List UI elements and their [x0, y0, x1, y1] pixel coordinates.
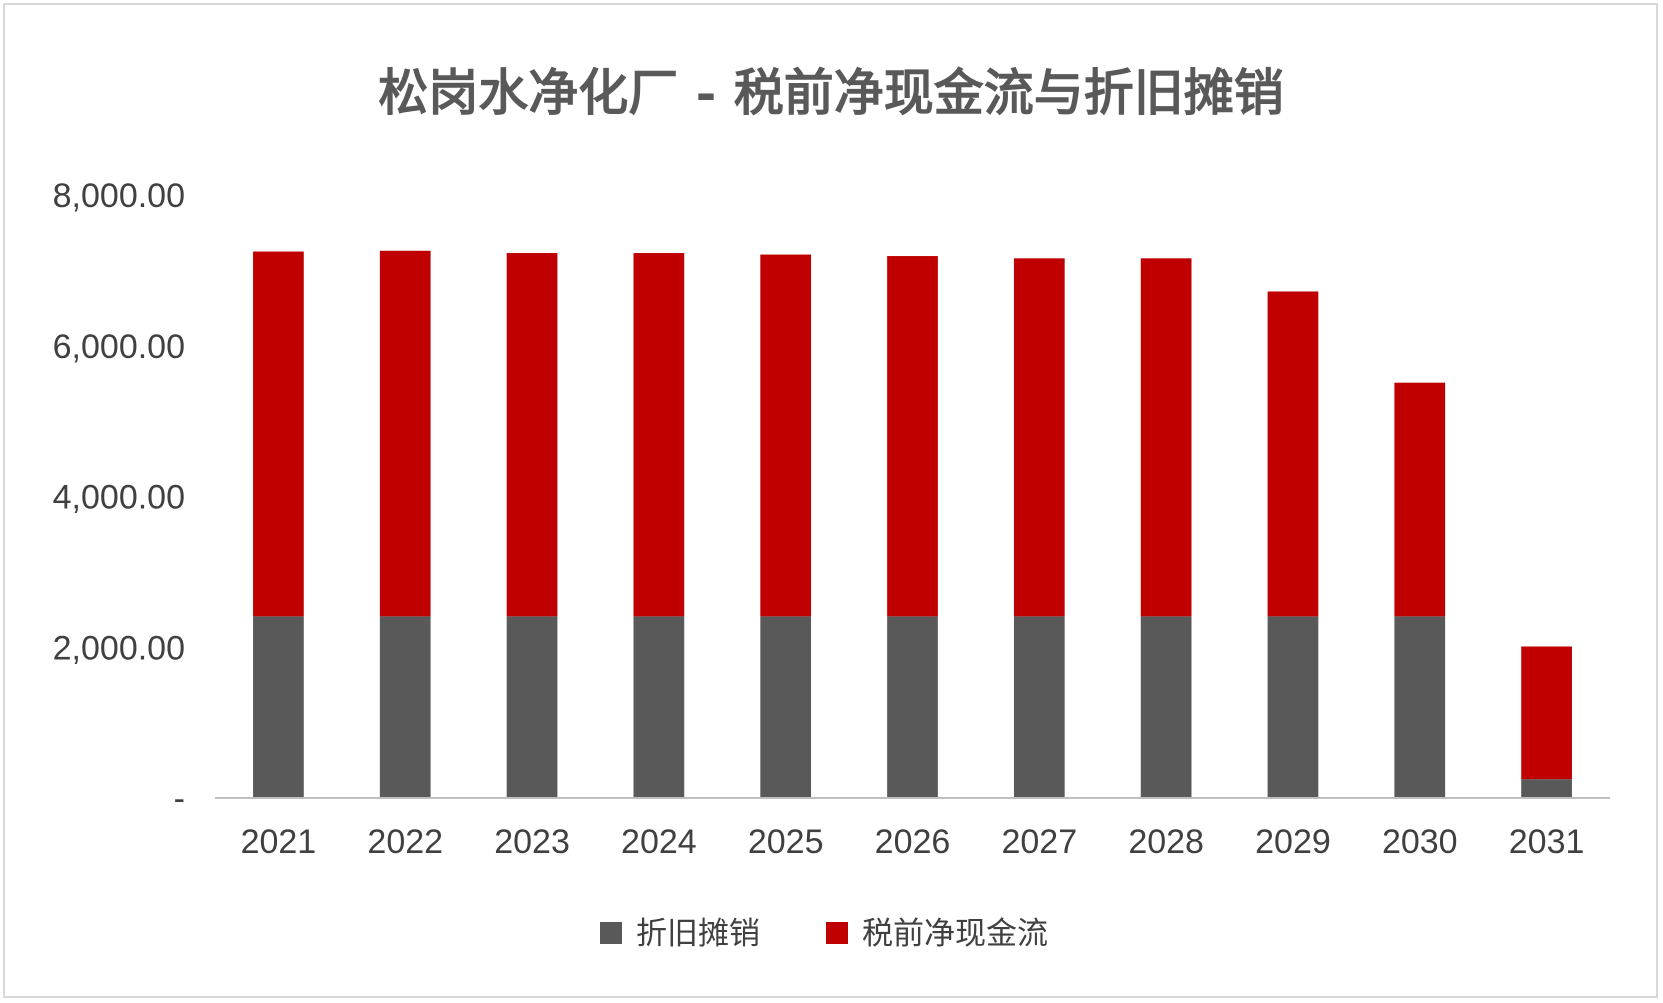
- bar-depreciation-2022: [379, 616, 431, 798]
- bar-net-cash-flow-2030: [1394, 382, 1446, 617]
- bar-net-cash-flow-2026: [887, 256, 938, 617]
- bar-net-cash-flow-2022: [379, 250, 431, 617]
- y-tick-label: 4,000.00: [53, 479, 185, 517]
- bar-depreciation-2031: [1521, 779, 1572, 798]
- chart-title: 松岗水净化厂 - 税前净现金流与折旧摊销: [378, 63, 1284, 122]
- bar-depreciation-2029: [1267, 616, 1319, 798]
- legend-swatch: [600, 922, 622, 944]
- bar-depreciation-2025: [760, 616, 812, 798]
- legend: 折旧摊销 税前净现金流: [600, 916, 1048, 952]
- y-tick-label: 6,000.00: [53, 328, 185, 366]
- legend-label: 税前净现金流: [862, 916, 1048, 952]
- x-tick-label: 2024: [621, 823, 697, 861]
- bar-depreciation-2024: [633, 616, 685, 798]
- x-tick-label: 2028: [1128, 823, 1204, 861]
- bar-depreciation-2027: [1013, 616, 1065, 798]
- bar-net-cash-flow-2024: [633, 253, 685, 617]
- y-tick-label: -: [174, 780, 185, 818]
- bars: [253, 250, 1572, 798]
- bar-depreciation-2028: [1140, 616, 1192, 798]
- x-tick-label: 2029: [1255, 823, 1331, 861]
- bar-depreciation-2023: [506, 616, 558, 798]
- bar-depreciation-2026: [887, 616, 938, 798]
- x-tick-label: 2022: [367, 823, 443, 861]
- legend-label: 折旧摊销: [636, 916, 760, 952]
- y-tick-label: 2,000.00: [53, 629, 185, 667]
- bar-depreciation-2021: [253, 616, 304, 798]
- bar-net-cash-flow-2029: [1267, 291, 1319, 617]
- bar-net-cash-flow-2028: [1140, 258, 1192, 617]
- bar-net-cash-flow-2021: [253, 251, 304, 617]
- bar-depreciation-2030: [1394, 616, 1446, 798]
- y-tick-label: 8,000.00: [53, 177, 185, 215]
- x-tick-label: 2027: [1001, 823, 1077, 861]
- x-tick-label: 2030: [1382, 823, 1458, 861]
- x-axis: 2021 2022 2023 2024 2025 2026 2027 2028 2029 2030…: [241, 823, 1585, 861]
- bar-net-cash-flow-2027: [1013, 258, 1065, 617]
- x-tick-label: 2025: [748, 823, 824, 861]
- legend-swatch: [826, 922, 848, 944]
- x-tick-label: 2031: [1509, 823, 1585, 861]
- y-axis: - 2,000.00 4,000.00 6,000.00 8,000.00: [53, 177, 185, 818]
- x-tick-label: 2021: [241, 823, 317, 861]
- x-tick-label: 2023: [494, 823, 570, 861]
- bar-net-cash-flow-2023: [506, 253, 558, 617]
- x-tick-label: 2026: [875, 823, 951, 861]
- bar-net-cash-flow-2025: [760, 254, 812, 617]
- bar-net-cash-flow-2031: [1521, 646, 1572, 780]
